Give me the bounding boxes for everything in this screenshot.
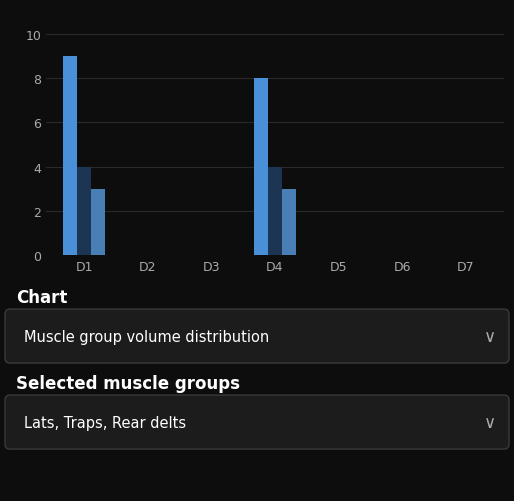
Bar: [78, 167, 91, 256]
Bar: [268, 167, 282, 256]
Text: Muscle group volume distribution: Muscle group volume distribution: [24, 329, 269, 344]
Bar: [91, 189, 105, 256]
Text: ∨: ∨: [484, 328, 496, 345]
Text: ∨: ∨: [484, 413, 496, 431]
Bar: [282, 189, 296, 256]
FancyBboxPatch shape: [5, 395, 509, 449]
Text: Selected muscle groups: Selected muscle groups: [16, 374, 240, 392]
Bar: [63, 57, 78, 256]
Bar: [254, 79, 268, 256]
Text: Chart: Chart: [16, 289, 67, 307]
FancyBboxPatch shape: [5, 310, 509, 363]
Text: Lats, Traps, Rear delts: Lats, Traps, Rear delts: [24, 415, 186, 430]
